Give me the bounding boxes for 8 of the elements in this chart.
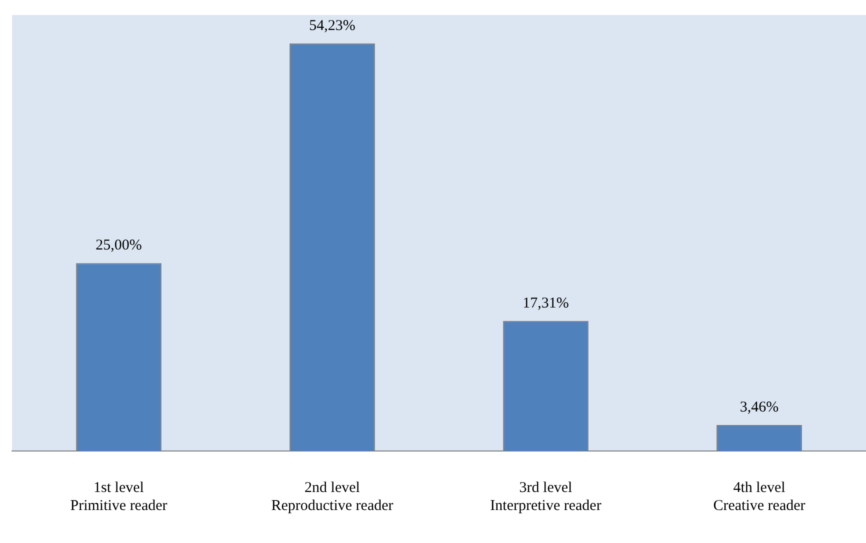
x-tick-label: 1st level Primitive reader — [70, 480, 168, 514]
data-label: 3,46% — [740, 399, 779, 416]
x-tick-label: 4th level Creative reader — [713, 480, 806, 514]
data-label: 17,31% — [522, 295, 569, 312]
data-label: 25,00% — [96, 238, 142, 254]
x-tick-label: 3rd level Interpretive reader — [490, 480, 602, 514]
data-label: 54,23% — [309, 18, 356, 34]
x-tick-label: 2nd level Reproductive reader — [271, 480, 394, 514]
